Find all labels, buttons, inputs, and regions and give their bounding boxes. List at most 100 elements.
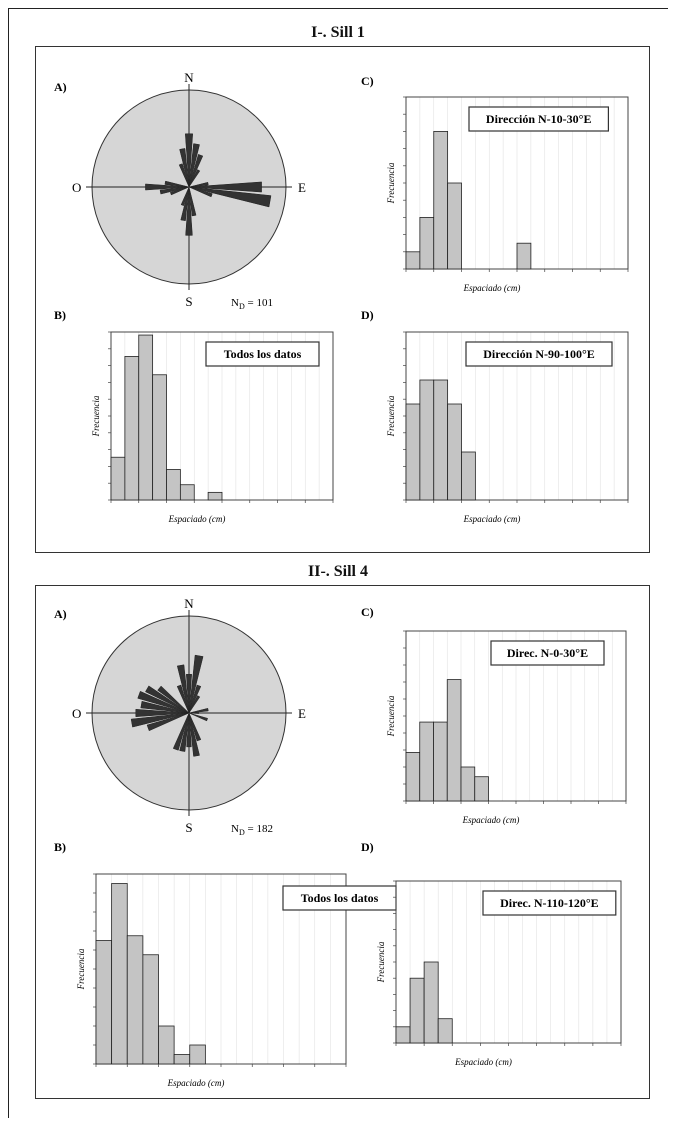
rose-petal <box>135 709 190 717</box>
histogram-bar <box>124 356 140 501</box>
rose-count-label: ND = 182 <box>231 823 273 837</box>
histogram-y-axis-title: Frecuencia <box>376 941 386 983</box>
histogram-legend-text: Direc. N-0-30°E <box>507 646 588 660</box>
histogram-bar <box>179 484 195 501</box>
rose-petal <box>180 186 190 206</box>
histogram-bar <box>405 251 421 270</box>
histogram-bar <box>152 374 167 501</box>
rose-petal <box>164 180 190 188</box>
histogram-panel-label: D) <box>361 840 374 854</box>
section-1-title: I-. Sill 1 <box>311 24 365 41</box>
rose-petal <box>188 181 209 188</box>
page-top-rule <box>8 8 668 9</box>
histogram-bar <box>110 456 126 501</box>
rose-petal <box>157 685 190 714</box>
rose-petal <box>188 154 204 188</box>
histogram-panel-label: D) <box>361 308 374 322</box>
rose-petal <box>188 712 199 714</box>
histogram-bar <box>158 1025 175 1065</box>
histogram-bar <box>126 935 144 1065</box>
rose-petal <box>188 169 201 188</box>
histogram-bar <box>447 403 462 501</box>
histogram-bar <box>138 334 154 501</box>
histogram-x-axis-title: Espaciado (cm) <box>168 514 226 524</box>
rose-panel-label: A) <box>54 80 67 94</box>
histogram-bar <box>446 679 462 802</box>
rose-petal <box>145 183 190 191</box>
histogram-y-axis-title: Frecuencia <box>386 695 396 737</box>
histogram-legend-text: Direc. N-110-120°E <box>500 896 599 910</box>
rose-petal <box>186 674 192 714</box>
rose-petal <box>170 186 190 196</box>
rose-petal <box>188 186 213 198</box>
histogram-bar <box>166 469 181 501</box>
histogram-bar <box>433 379 449 501</box>
rose-petal <box>188 654 204 714</box>
histogram-bar <box>437 1018 453 1044</box>
histogram-x-axis-title: Espaciado (cm) <box>167 1078 225 1088</box>
rose-petal <box>145 685 190 714</box>
rose-west-label: O <box>72 706 81 721</box>
rose-count-value: = 182 <box>245 823 273 835</box>
histogram-legend-box <box>468 106 609 132</box>
rose-count-n: N <box>231 297 239 309</box>
rose-petal <box>188 684 202 714</box>
histogram-bar <box>474 776 489 802</box>
rose-petal <box>178 163 190 188</box>
rose-petal <box>172 712 190 751</box>
histogram-bar <box>516 242 532 270</box>
histogram-y-axis-title: Frecuencia <box>386 162 396 204</box>
rose-south-label: S <box>185 294 192 309</box>
histogram-y-axis-title: Frecuencia <box>91 395 101 437</box>
histogram-bar <box>207 491 223 501</box>
histogram-panel-label: C) <box>361 74 374 88</box>
rose-west-label: O <box>72 180 81 195</box>
histogram-bar <box>409 977 425 1044</box>
rose-petal <box>188 186 197 217</box>
rose-petal <box>137 690 190 714</box>
histogram-panel-label: C) <box>361 605 374 619</box>
rose-petal <box>185 133 193 188</box>
rose-petal <box>188 186 272 208</box>
rose-count-n: N <box>231 823 239 835</box>
histogram-bar <box>433 131 449 270</box>
histogram-bar <box>419 721 434 802</box>
histogram-bar <box>395 1026 411 1044</box>
histogram-legend-text: Todos los datos <box>224 347 302 361</box>
rose-south-label: S <box>185 820 192 835</box>
histogram-bar <box>142 954 159 1065</box>
rose-east-label: E <box>298 706 306 721</box>
histogram-bar <box>95 940 113 1065</box>
rose-petal <box>130 712 190 728</box>
histogram-bar <box>423 961 439 1044</box>
histogram-bar <box>447 182 462 270</box>
rose-count-sub: D <box>239 302 245 311</box>
histogram-legend-box <box>282 885 397 911</box>
rose-petal <box>185 186 193 236</box>
rose-petal <box>188 707 209 714</box>
rose-north-label: N <box>184 596 194 611</box>
section-2-title: II-. Sill 4 <box>307 563 368 580</box>
histogram-legend-box <box>205 341 320 367</box>
section-sill-1: A) N S E O ND = 101 B) Espaciado (cm) Frecuencia… <box>35 46 650 553</box>
rose-petal <box>146 712 190 732</box>
histogram-x-axis-title: Espaciado (cm) <box>462 815 520 825</box>
histogram-legend-text: Dirección N-10-30°E <box>486 112 592 126</box>
histogram-legend-box <box>482 890 617 916</box>
histogram-legend-box <box>465 341 613 367</box>
histogram-panel-label: B) <box>54 840 66 854</box>
rose-petal <box>140 700 190 714</box>
histogram-bar <box>460 766 476 802</box>
page-left-rule <box>8 8 9 1118</box>
rose-petal <box>176 664 190 714</box>
rose-petal <box>176 684 190 714</box>
histogram-bar <box>433 721 448 802</box>
histogram-bar <box>405 403 421 501</box>
histogram-bar <box>461 451 476 501</box>
section-sill-4: A) N S E O ND = 182 B) Espaciado (cm) Frecuencia… <box>35 585 650 1099</box>
histogram-legend-box <box>490 640 605 666</box>
histogram-legend-text: Dirección N-90-100°E <box>483 347 595 361</box>
rose-count-value: = 101 <box>245 297 273 309</box>
histogram-x-axis-title: Espaciado (cm) <box>463 514 521 524</box>
